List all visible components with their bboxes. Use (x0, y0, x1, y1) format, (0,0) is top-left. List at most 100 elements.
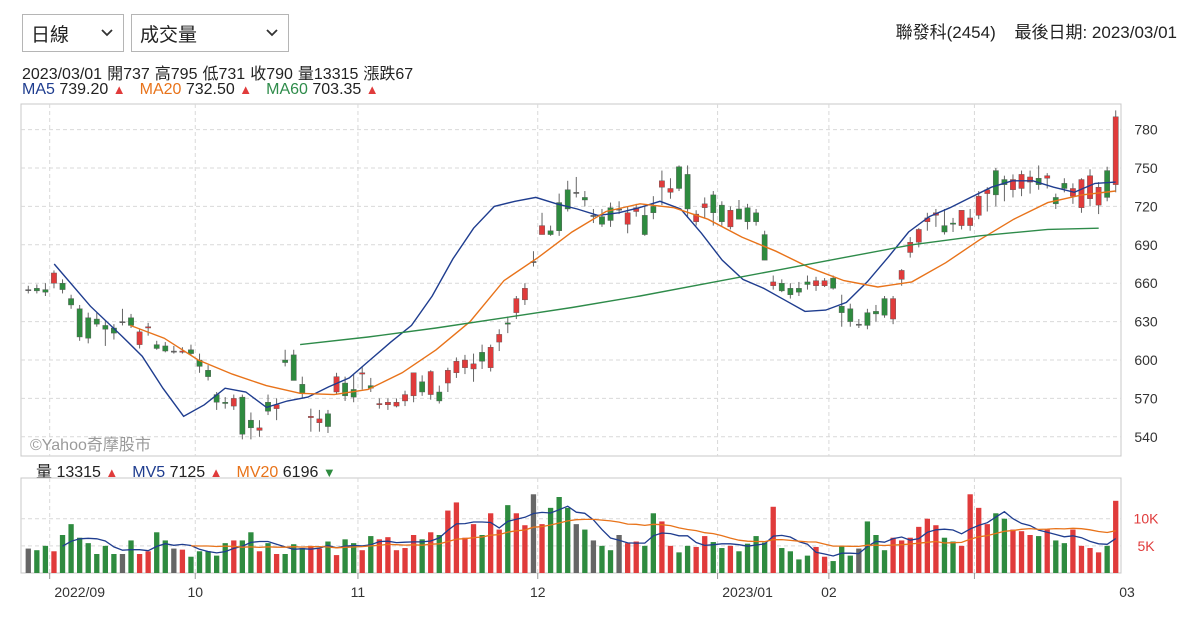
candle-body (864, 312, 871, 326)
candle-body (470, 363, 477, 370)
candle-body (444, 370, 451, 384)
candle-body (547, 230, 554, 235)
candle-body (119, 321, 126, 324)
volume-bar (762, 542, 768, 573)
x-tick-label: 02 (821, 584, 837, 600)
candle-body (504, 322, 511, 325)
volume-bar (410, 535, 417, 573)
candle-body (402, 394, 408, 402)
candle-body (684, 174, 691, 210)
y-tick-label: 690 (1134, 237, 1158, 253)
candle-body (950, 222, 956, 225)
volume-bar (522, 525, 528, 573)
volume-bar (1027, 535, 1033, 573)
volume-bar (231, 540, 237, 573)
candle-body (967, 217, 974, 226)
candle-body (787, 288, 794, 295)
volume-bar (744, 543, 751, 573)
ma60-line (300, 227, 1099, 346)
y-tick-label: 600 (1134, 352, 1158, 368)
volume-bar (847, 555, 853, 573)
candle-body (650, 206, 657, 213)
candle-body (599, 216, 605, 225)
candle-body (573, 192, 580, 194)
volume-bar (436, 535, 442, 573)
candle-body (727, 210, 734, 228)
volume-bar (839, 545, 845, 573)
candle-body (581, 197, 588, 201)
volume-bar (419, 539, 425, 573)
volume-panel-frame (20, 477, 1122, 574)
volume-bar (642, 545, 648, 573)
candle-body (898, 270, 905, 280)
arrow-down-icon: ▼ (322, 465, 336, 480)
legend-name: MV5 (132, 464, 170, 481)
candle-body (385, 402, 391, 405)
volume-bar (967, 494, 973, 573)
volume-bar (787, 551, 793, 573)
chevron-down-icon (266, 29, 278, 37)
candle-body (1010, 179, 1016, 190)
x-tick-label: 2022/09 (54, 584, 105, 600)
candle-body (162, 345, 169, 352)
volume-bar (34, 550, 40, 573)
candle-body (804, 281, 811, 285)
candle-body (992, 170, 999, 196)
candle-body (239, 396, 246, 435)
ohlc-date: 2023/03/01 (22, 66, 103, 83)
y-tick-label: 540 (1134, 429, 1158, 445)
candle-body (68, 298, 74, 306)
volume-bar (368, 536, 374, 573)
volume-bar (616, 535, 622, 573)
x-tick-label: 10 (187, 584, 203, 600)
candle-body (975, 195, 982, 216)
candle-body (427, 371, 434, 395)
candle-body (1078, 179, 1085, 208)
mv5-line (62, 505, 1117, 557)
volume-bar (256, 551, 263, 573)
candle-body (539, 225, 545, 235)
period-select[interactable]: 日線 (22, 14, 124, 52)
candle-body (188, 349, 194, 354)
candle-body (744, 207, 751, 222)
volume-bar (479, 535, 485, 573)
candle-body (342, 382, 348, 397)
volume-bar (291, 544, 297, 573)
candle-body (222, 402, 229, 404)
indicator-select[interactable]: 成交量 (131, 14, 289, 52)
candle-body (941, 225, 948, 233)
volume-bar (51, 551, 57, 573)
volume-bar (779, 548, 785, 573)
stock-info: 聯發科(2454) 最後日期: 2023/03/01 (882, 18, 1177, 43)
volume-bar (556, 497, 562, 573)
volume-bar (599, 545, 605, 573)
candle-body (282, 359, 289, 363)
volume-bar (590, 540, 597, 573)
legend-value: 7125 (169, 464, 210, 481)
volume-bar (650, 513, 656, 573)
legend-ma_legend-1: MA20 732.50 ▲ (140, 81, 253, 98)
candle-body (170, 350, 177, 353)
legend-ma_legend-0: MA5 739.20 ▲ (22, 81, 126, 98)
candle-body (51, 272, 57, 284)
volume-bar (128, 540, 134, 573)
volume-bar (205, 551, 211, 573)
volume-bar (513, 513, 519, 573)
candle-body (641, 215, 648, 235)
volume-bar (830, 561, 836, 573)
x-tick-label: 2023/01 (722, 584, 773, 600)
volume-bar (402, 548, 408, 573)
stock-name: 聯發科(2454) (895, 23, 996, 42)
volume-bar (1070, 529, 1076, 573)
ohlc-summary: 2023/03/01 開737 高795 低731 收790 量13315 漲跌67 (22, 60, 418, 84)
candle-body (42, 289, 49, 293)
volume-bar (693, 546, 699, 573)
volume-bar (77, 537, 83, 573)
volume-bar (188, 556, 194, 573)
arrow-up-icon: ▲ (112, 82, 126, 97)
candle-body (958, 210, 965, 226)
volume-legend: 量 13315 ▲ MV5 7125 ▲ MV20 6196 ▼ (36, 458, 350, 482)
y-tick-label: 570 (1134, 390, 1158, 406)
volume-bar (684, 545, 691, 573)
